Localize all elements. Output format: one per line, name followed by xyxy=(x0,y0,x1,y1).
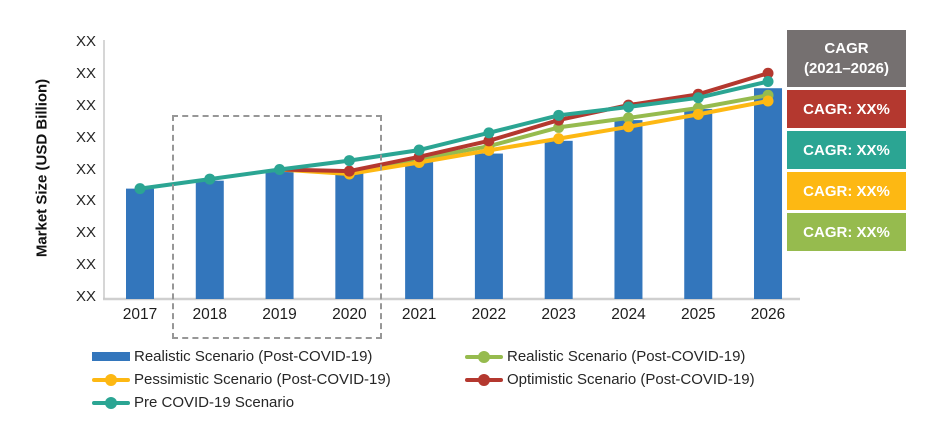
bar-2017 xyxy=(126,188,154,299)
y-tick-label: XX xyxy=(75,33,96,50)
x-tick-label-2022: 2022 xyxy=(471,306,507,323)
cagr-panel: CAGR (2021–2026) CAGR: XX% CAGR: XX% CAGR:… xyxy=(787,30,906,251)
marker-2026 xyxy=(762,95,774,107)
bar-2022 xyxy=(474,153,503,299)
x-tick-label-2024: 2024 xyxy=(611,306,646,323)
marker-2021 xyxy=(413,144,425,156)
line-pessimistic-scenario-post-covid-19- xyxy=(277,99,770,176)
bar-2019 xyxy=(265,172,294,299)
marker-2025 xyxy=(692,108,704,120)
x-tick-label-2021: 2021 xyxy=(401,306,437,323)
legend-line-dot xyxy=(105,373,117,386)
y-axis-title: Market Size (USD Billion) xyxy=(33,78,51,258)
marker-2026 xyxy=(762,76,774,88)
bar-2021 xyxy=(405,159,434,299)
bar-2020 xyxy=(335,173,364,299)
plot-area xyxy=(103,40,800,301)
x-tick-label-2026: 2026 xyxy=(750,306,786,323)
marker-2022 xyxy=(483,127,495,139)
legend-item-realistic-scenario-post-covid-19-: Realistic Scenario (Post-COVID-19) xyxy=(465,348,755,365)
marker-2017 xyxy=(134,183,146,195)
cagr-badges: CAGR: XX% CAGR: XX% CAGR: XX% CAGR: XX% xyxy=(787,90,906,251)
historical-period-highlight-box xyxy=(172,115,382,339)
x-tick-label-2025: 2025 xyxy=(680,306,716,323)
legend-label: Pre COVID-19 Scenario xyxy=(134,394,295,411)
legend-label: Realistic Scenario (Post-COVID-19) xyxy=(507,348,746,365)
legend-item-realistic-scenario-post-covid-19-: Realistic Scenario (Post-COVID-19) xyxy=(92,348,391,365)
cagr-badge-pre-covid: CAGR: XX% xyxy=(787,131,906,169)
marker-2025 xyxy=(692,92,704,104)
x-tick-label-2017: 2017 xyxy=(122,306,158,323)
legend-label: Optimistic Scenario (Post-COVID-19) xyxy=(507,371,755,388)
cagr-badge-pessimistic: CAGR: XX% xyxy=(787,172,906,210)
cagr-header-line2: (2021–2026) xyxy=(803,59,890,77)
marker-2024 xyxy=(622,121,634,133)
marker-2024 xyxy=(622,101,634,113)
line-pre-covid-19-scenario xyxy=(138,79,770,191)
legend-line-swatch xyxy=(92,373,130,387)
marker-2024 xyxy=(622,112,634,124)
y-tick-label: XX xyxy=(75,288,96,305)
line-optimistic-scenario-post-covid-19- xyxy=(277,71,770,174)
legend-line-swatch xyxy=(465,350,503,364)
marker-2026 xyxy=(762,67,774,79)
legend-column-left: Realistic Scenario (Post-COVID-19) Pessim… xyxy=(92,348,391,411)
marker-2023 xyxy=(553,109,565,121)
marker-2022 xyxy=(483,135,495,147)
y-tick-label: XX xyxy=(75,128,96,146)
x-tick-label-2019: 2019 xyxy=(262,306,297,323)
y-tick-label: XX xyxy=(75,224,96,242)
legend-item-pre-covid-19-scenario: Pre COVID-19 Scenario xyxy=(92,394,391,411)
legend-line-dot xyxy=(478,373,490,386)
marker-2018 xyxy=(204,173,216,185)
legend-line-dot xyxy=(478,350,490,363)
legend-line-swatch xyxy=(92,396,130,410)
legend-label: Pessimistic Scenario (Post-COVID-19) xyxy=(134,371,391,388)
cagr-panel-header: CAGR (2021–2026) xyxy=(787,30,906,87)
legend-item-pessimistic-scenario-post-covid-19-: Pessimistic Scenario (Post-COVID-19) xyxy=(92,371,391,388)
bar-2026 xyxy=(754,88,783,299)
bar-2018 xyxy=(195,180,224,299)
x-tick-label-2023: 2023 xyxy=(541,306,576,323)
cagr-header-line1: CAGR xyxy=(824,40,869,57)
x-tick-label-2018: 2018 xyxy=(192,306,228,323)
y-tick-label: XX xyxy=(75,64,96,82)
legend-label: Realistic Scenario (Post-COVID-19) xyxy=(134,348,373,365)
cagr-badge-realistic: CAGR: XX% xyxy=(787,213,906,251)
x-tick-label-2020: 2020 xyxy=(332,306,367,323)
legend-item-optimistic-scenario-post-covid-19-: Optimistic Scenario (Post-COVID-19) xyxy=(465,371,755,388)
cagr-badge-optimistic: CAGR: XX% xyxy=(787,90,906,128)
marker-2020 xyxy=(343,155,355,167)
marker-2022 xyxy=(483,144,495,156)
legend-line-dot xyxy=(105,396,117,409)
y-tick-label: XX xyxy=(75,160,96,178)
bar-2025 xyxy=(684,108,713,299)
legend-bar-swatch xyxy=(92,352,130,361)
bar-2023 xyxy=(544,140,573,299)
bar-2024 xyxy=(614,120,643,299)
y-tick-label: XX xyxy=(75,96,96,114)
marker-2019 xyxy=(274,164,286,175)
y-tick-label: XX xyxy=(75,256,96,274)
y-tick-label: XX xyxy=(75,192,96,210)
marker-2020 xyxy=(343,165,355,177)
legend-column-right: Realistic Scenario (Post-COVID-19) Optimi… xyxy=(465,348,755,388)
legend-line-swatch xyxy=(465,373,503,387)
marker-2023 xyxy=(553,133,565,145)
